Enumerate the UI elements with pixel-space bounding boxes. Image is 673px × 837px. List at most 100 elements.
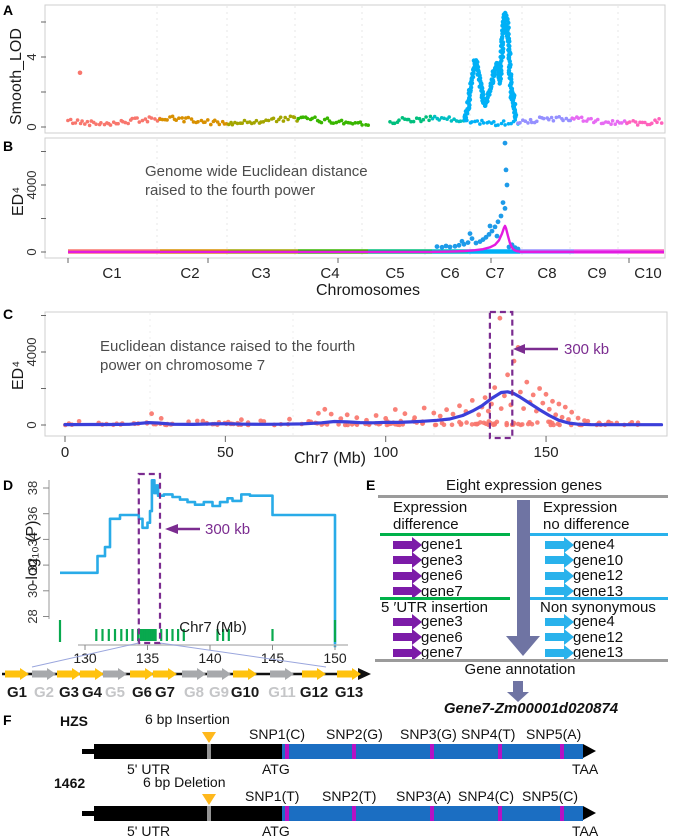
panel-label-e: E	[366, 477, 376, 493]
svg-text:32: 32	[25, 558, 40, 572]
panelE-left-header: Expression difference	[393, 499, 468, 533]
panelE-title: Eight expression genes	[446, 477, 602, 494]
f-cds-box-1	[282, 744, 583, 759]
gene-track-arrowhead-icon	[358, 668, 371, 680]
f-gene-arrowhead-2	[583, 806, 596, 820]
panelE-result-arrow-head-icon	[507, 692, 529, 702]
f-start-codon-2: ATG	[262, 823, 290, 837]
f-utr-label-1: 5' UTR	[127, 761, 171, 777]
f-snp2-label-2: SNP2(T)	[322, 788, 377, 804]
panelE-right-gene-list: gene4 gene10 gene12 gene13	[532, 536, 673, 600]
block-arrow-icon	[393, 613, 422, 630]
gene-list-item: gene4	[532, 536, 673, 553]
panelC-region-arrow-icon	[513, 344, 525, 354]
f-snp5-label-1: SNP5(A)	[526, 726, 582, 742]
f-upstream-line-2	[82, 811, 95, 816]
block-arrow-icon	[545, 536, 574, 553]
svg-text:135: 135	[136, 650, 160, 666]
gene-name: gene6	[421, 567, 463, 585]
gene-track-label: G8	[184, 684, 204, 701]
svg-text:150: 150	[323, 650, 347, 666]
svg-text:36: 36	[25, 506, 40, 520]
gene-list-item: gene7	[380, 644, 525, 661]
snp-marker	[352, 744, 356, 759]
svg-text:0: 0	[61, 444, 69, 461]
f-snp1-label-1: SNP1(C)	[249, 726, 306, 742]
f-indel-marker-icon-1	[202, 732, 216, 743]
panel-label-f: F	[3, 712, 12, 728]
svg-text:C10: C10	[634, 265, 662, 282]
gene-arrow-icon	[5, 668, 29, 680]
panelE-down-arrow-head-icon	[506, 636, 540, 656]
gene-track-label: G5	[105, 684, 125, 701]
f-indel-site-2	[207, 806, 211, 821]
panelC-y-axis-title: ED⁴	[10, 360, 27, 390]
panelC-annotation-line1: Euclidean distance raised to the fourth	[100, 338, 356, 355]
panelE-left-subgene-list: gene3 gene6 gene7	[380, 613, 525, 661]
gene-arrow-icon	[103, 668, 127, 680]
panelE-left-subheader: 5 ′UTR insertion	[381, 599, 489, 616]
block-arrow-icon	[393, 567, 422, 584]
svg-text:C5: C5	[385, 265, 404, 282]
gene-name: gene3	[421, 613, 463, 631]
gene-list-item: gene13	[532, 583, 673, 600]
panelE-result-arrow-icon	[513, 681, 523, 692]
svg-text:34: 34	[25, 532, 40, 546]
gene-arrow-icon	[32, 668, 56, 680]
f-snp3-label-1: SNP3(G)	[400, 726, 457, 742]
f-snp3-label-2: SNP3(A)	[396, 788, 452, 804]
gene-name: gene13	[573, 644, 624, 662]
gene-list-item: gene3	[380, 613, 525, 631]
panelE-down-arrow-icon	[517, 500, 530, 636]
panelA-y-axis-title: Smooth_LOD	[8, 28, 25, 125]
block-arrow-icon	[393, 552, 422, 569]
gene-arrow-icon	[207, 668, 231, 680]
gene-arrow-icon	[233, 668, 257, 680]
panelE-left-accent-line2	[380, 597, 510, 600]
block-arrow-icon	[393, 536, 422, 553]
svg-text:140: 140	[198, 650, 222, 666]
f-gene-arrowhead-1	[583, 744, 596, 758]
gene-name: gene10	[573, 551, 624, 569]
gene-list-item: gene1	[380, 536, 525, 553]
block-arrow-icon	[545, 583, 574, 600]
svg-text:28: 28	[25, 609, 40, 623]
snp-marker	[498, 806, 502, 821]
f-upstream-line-1	[82, 749, 95, 754]
svg-text:C2: C2	[180, 265, 199, 282]
gene-list-item: gene7	[380, 583, 525, 600]
block-arrow-icon	[393, 644, 422, 661]
block-arrow-icon	[545, 567, 574, 584]
gene-name: gene3	[421, 551, 463, 569]
panelE-left-header-line2: difference	[393, 515, 459, 533]
panelC-x-axis-title: Chr7 (Mb)	[293, 450, 366, 467]
svg-text:130: 130	[73, 650, 97, 666]
gene-list-item: gene12	[532, 567, 673, 584]
svg-text:30: 30	[25, 584, 40, 598]
f-allele-name-1: HZS	[60, 713, 88, 729]
gene-track-label: G2	[34, 684, 54, 701]
svg-text:C8: C8	[537, 265, 556, 282]
gene-list-item: gene4	[532, 613, 673, 630]
gene-list-item: gene12	[532, 629, 673, 646]
panel-label-b: B	[3, 138, 14, 154]
panelB-annotation-line1: Genome wide Euclidean distance	[145, 163, 368, 180]
gene-arrow-icon	[80, 668, 104, 680]
svg-text:C7: C7	[485, 265, 504, 282]
panelE-right-accent-line	[530, 533, 668, 536]
snp-marker	[352, 806, 356, 821]
f-indel-marker-icon-2	[202, 794, 216, 805]
gene-track-label: G11	[268, 684, 296, 701]
panelD-y-axis-title: -log₁₀ (P)	[24, 520, 41, 586]
gene-track-label: G1	[7, 684, 27, 701]
gene-track-label: G6	[132, 684, 152, 701]
gene-track-label: G7	[155, 684, 175, 701]
svg-text:145: 145	[261, 650, 285, 666]
svg-text:4000: 4000	[24, 171, 39, 200]
snp-marker	[560, 806, 564, 821]
panelE-left-header-line1: Expression	[393, 499, 468, 516]
gene-arrow-icon	[302, 668, 326, 680]
f-cds-box-2	[282, 806, 583, 821]
